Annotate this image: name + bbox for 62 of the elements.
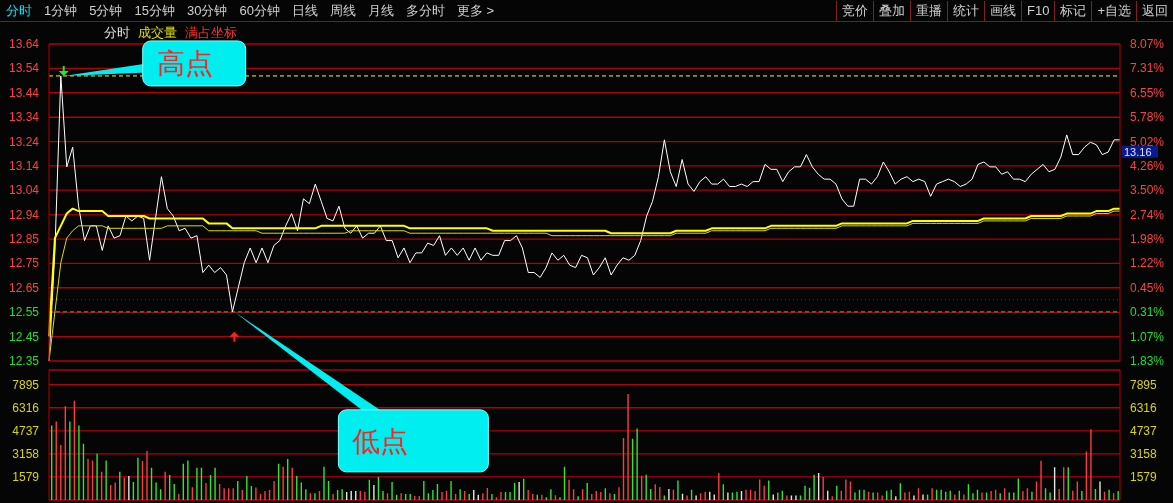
y2-tick-label: 0.31% — [1130, 305, 1165, 320]
y2-tick-label: 3.50% — [1130, 183, 1165, 198]
y2-tick-label: 0.45% — [1130, 280, 1165, 295]
text: 画线 — [984, 1, 1021, 21]
y-tick-label: 12.35 — [8, 354, 40, 368]
text: +自选 — [1091, 1, 1136, 21]
text: 返回 — [1136, 1, 1173, 21]
y-tick-label: 12.55 — [8, 305, 40, 320]
y-tick-label: 12.75 — [8, 256, 40, 271]
text: 成交量 — [138, 24, 177, 42]
text: F10 — [1021, 1, 1055, 21]
y-tick-label: 13.04 — [8, 183, 40, 198]
y-tick-label: 12.45 — [8, 329, 40, 344]
annotation: 高点 — [156, 48, 213, 80]
y-tick-label: 13.34 — [8, 110, 40, 125]
y-tick-label: 13.54 — [8, 61, 40, 76]
y-tick-label: 7895 — [12, 377, 40, 392]
y-tick-label: 1579 — [12, 469, 40, 484]
y-tick-label: 13.44 — [8, 85, 40, 100]
y-tick-label: 13.14 — [8, 158, 40, 173]
y2-tick-label: 1.22% — [1130, 256, 1165, 271]
text: 5分钟 — [88, 2, 124, 20]
y2-tick-label: 1.07% — [1130, 329, 1165, 344]
text: 月线 — [366, 2, 395, 20]
y-tick-label: 6316 — [12, 400, 40, 415]
text: 统计 — [947, 1, 984, 21]
text: 日线 — [290, 2, 319, 20]
text: 满占坐标 — [185, 24, 237, 42]
y2-tick-label: 6316 — [1130, 400, 1158, 415]
y2-tick-label: 6.55% — [1130, 85, 1165, 100]
text: 多分时 — [404, 2, 446, 20]
y2-tick-label: 4737 — [1130, 423, 1158, 438]
text: 1分钟 — [43, 2, 79, 20]
annotation: 低点 — [352, 425, 409, 457]
y2-tick-label: 5.78% — [1130, 110, 1165, 125]
text: 分时 — [5, 2, 33, 20]
y-tick-label: 4737 — [12, 423, 40, 438]
y-tick-label: 13.24 — [8, 134, 40, 149]
y-tick-label: 12.65 — [8, 280, 40, 295]
y2-tick-label: 4.26% — [1130, 159, 1165, 173]
y2-tick-label: 2.74% — [1130, 207, 1165, 222]
y2-tick-label: 7.31% — [1130, 61, 1165, 76]
y2-tick-label: 1.98% — [1130, 232, 1165, 246]
text: 30分钟 — [185, 2, 229, 20]
y-tick-label: 13.64 — [8, 37, 40, 51]
y2-tick-label: 1.83% — [1130, 354, 1165, 368]
y-tick-label: 12.94 — [8, 207, 40, 222]
y-tick-label: 12.85 — [8, 232, 40, 247]
text: 更多 > — [455, 2, 496, 20]
y2-tick-label: 8.07% — [1130, 37, 1165, 51]
y2-tick-label: 1579 — [1130, 469, 1158, 484]
chart-title: 分时 — [104, 24, 130, 42]
y2-tick-label: 7895 — [1130, 377, 1158, 392]
y2-tick-label: 3158 — [1130, 446, 1158, 461]
text: 重播 — [910, 1, 947, 21]
text: 60分钟 — [238, 2, 281, 20]
text: 周线 — [328, 2, 357, 20]
text: 标记 — [1054, 1, 1092, 21]
y-tick-label: 3158 — [12, 446, 40, 461]
text: 15分钟 — [133, 2, 176, 20]
text: 叠加 — [873, 1, 910, 21]
text: 竞价 — [836, 1, 873, 21]
